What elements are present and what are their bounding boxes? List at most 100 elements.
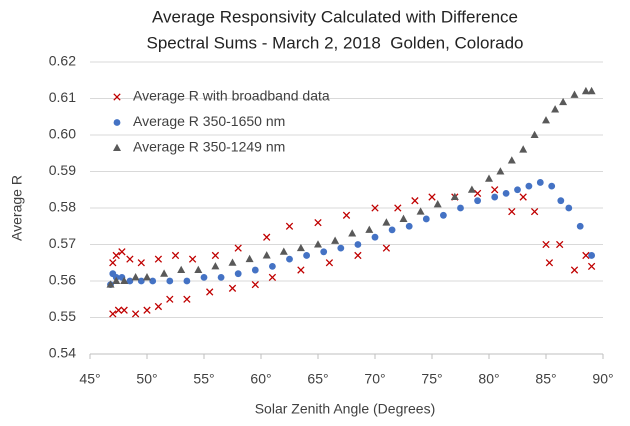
data-point xyxy=(450,192,459,201)
data-point xyxy=(348,229,357,237)
data-point xyxy=(587,86,596,95)
data-point xyxy=(112,276,121,284)
legend-marker xyxy=(113,119,121,126)
data-point xyxy=(559,97,568,106)
data-point xyxy=(251,280,259,289)
y-tick-label: 0.57 xyxy=(49,235,76,251)
legend-label: Average R with broadband data xyxy=(133,88,330,104)
data-point xyxy=(473,189,482,198)
data-point xyxy=(131,273,140,281)
data-point xyxy=(206,288,214,296)
data-point xyxy=(160,269,169,277)
data-point xyxy=(556,240,564,249)
data-point xyxy=(525,182,533,190)
data-point xyxy=(211,262,220,270)
x-tick-label: 50° xyxy=(136,371,157,387)
data-point xyxy=(354,251,362,260)
data-point xyxy=(582,251,590,260)
data-point xyxy=(234,244,242,252)
data-point xyxy=(314,240,322,248)
data-point xyxy=(171,251,180,260)
y-axis-label: Average R xyxy=(9,175,25,241)
data-point xyxy=(177,265,186,274)
x-tick-label: 65° xyxy=(307,371,328,387)
data-point xyxy=(314,218,322,227)
data-point xyxy=(542,116,550,124)
data-point xyxy=(120,276,129,284)
data-point xyxy=(120,306,128,314)
x-tick-label: 75° xyxy=(421,371,442,387)
data-point xyxy=(137,277,145,285)
legend-marker xyxy=(113,143,121,151)
data-point xyxy=(411,197,419,205)
y-tick-label: 0.60 xyxy=(49,126,76,142)
data-point xyxy=(154,302,163,311)
data-point xyxy=(354,241,362,248)
data-point xyxy=(587,262,596,271)
data-point xyxy=(325,259,334,267)
data-point xyxy=(399,214,408,222)
data-point xyxy=(530,207,539,216)
data-point xyxy=(296,243,305,252)
data-point xyxy=(565,204,573,212)
data-point xyxy=(245,254,254,263)
x-tick-label: 90° xyxy=(592,371,613,387)
y-tick-label: 0.56 xyxy=(49,272,76,288)
x-axis-label: Solar Zenith Angle (Degrees) xyxy=(255,401,436,417)
data-point xyxy=(388,226,396,234)
data-point xyxy=(228,284,237,292)
data-point xyxy=(183,277,191,285)
data-point xyxy=(342,211,351,219)
data-point xyxy=(194,265,203,274)
data-point xyxy=(143,273,151,281)
x-tick-label: 60° xyxy=(250,371,271,387)
data-point xyxy=(588,252,595,259)
data-point xyxy=(519,193,527,201)
data-point xyxy=(149,277,157,285)
data-point xyxy=(394,204,402,212)
data-point xyxy=(491,186,499,194)
data-point xyxy=(337,244,345,252)
data-point xyxy=(109,259,117,267)
data-point xyxy=(570,90,579,98)
data-point xyxy=(183,295,191,303)
data-point xyxy=(126,255,134,263)
data-point xyxy=(416,207,425,215)
x-tick-label: 55° xyxy=(193,371,214,387)
data-point xyxy=(285,222,294,230)
x-tick-label: 85° xyxy=(535,371,556,387)
data-point xyxy=(331,236,340,244)
data-point xyxy=(508,207,516,216)
data-point xyxy=(440,211,447,219)
data-point xyxy=(131,310,140,318)
data-point xyxy=(428,193,436,201)
data-point xyxy=(514,186,521,194)
y-tick-label: 0.59 xyxy=(49,162,76,178)
data-point xyxy=(143,306,151,314)
data-point xyxy=(126,277,134,285)
data-point xyxy=(118,248,126,256)
data-point xyxy=(485,174,493,182)
data-point xyxy=(519,145,528,153)
data-point xyxy=(200,273,208,281)
data-point xyxy=(268,273,277,282)
data-point xyxy=(262,251,271,259)
chart-title: Average Responsivity Calculated with Dif… xyxy=(152,7,518,26)
data-point xyxy=(137,259,145,267)
y-tick-label: 0.62 xyxy=(49,53,76,69)
data-point xyxy=(251,266,259,274)
chart-title: Spectral Sums - March 2, 2018 Golden, Co… xyxy=(146,33,523,52)
data-point xyxy=(491,193,499,201)
data-point xyxy=(542,240,550,249)
data-point xyxy=(269,263,276,270)
data-point xyxy=(234,270,242,278)
data-point xyxy=(576,222,584,230)
data-point xyxy=(286,255,293,263)
data-point xyxy=(303,252,310,259)
data-point xyxy=(106,280,115,288)
data-point xyxy=(382,218,391,226)
legend-label: Average R 350-1249 nm xyxy=(133,139,285,155)
y-tick-label: 0.54 xyxy=(49,345,76,361)
data-point xyxy=(422,215,430,223)
data-point xyxy=(371,204,379,212)
